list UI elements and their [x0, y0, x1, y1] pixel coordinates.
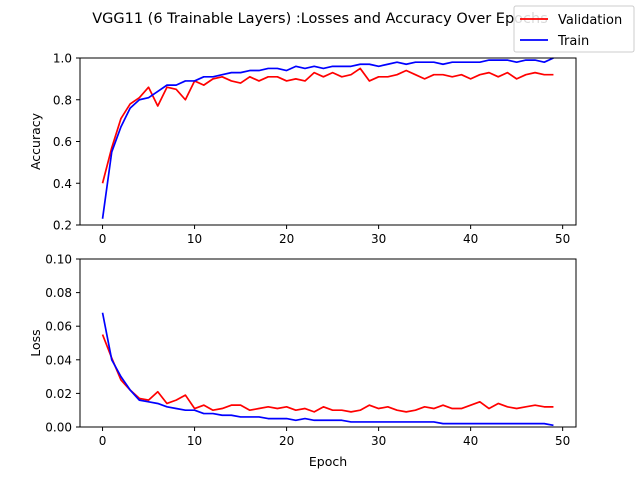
series-line-validation-0 — [101, 67, 554, 184]
y-tick-label: 1.0 — [53, 52, 72, 66]
y-tick-label: 0.8 — [53, 93, 72, 107]
subplot-loss: 0 10 20 30 40 50 0.00 0.02 0.04 0.06 0.08 0.10 Loss E… — [28, 253, 577, 469]
y-tick-label: 0.06 — [45, 320, 72, 334]
y-tick-label: 0.08 — [45, 286, 72, 300]
x-tick-label: 50 — [555, 434, 570, 448]
x-tick-label: 40 — [463, 434, 478, 448]
series-line-train-0 — [101, 57, 554, 219]
x-tick-label: 30 — [371, 434, 386, 448]
x-tick-label: 50 — [555, 232, 570, 246]
x-tick-label: 20 — [279, 434, 294, 448]
y-axis-label: Accuracy — [28, 112, 43, 170]
x-tick-label: 0 — [99, 232, 107, 246]
subplot-accuracy: 0 10 20 30 40 50 0.2 0.4 0.6 0.8 1.0 Accuracy — [28, 52, 577, 246]
y-tick-label: 0.04 — [45, 353, 72, 367]
x-tick-label: 40 — [463, 232, 478, 246]
x-axis-label: Epoch — [309, 454, 347, 469]
x-tick-label: 10 — [187, 232, 202, 246]
y-tick-label: 0.00 — [45, 421, 72, 435]
x-tick-label: 0 — [99, 434, 107, 448]
figure-title: VGG11 (6 Trainable Layers) :Losses and A… — [92, 11, 548, 27]
series-line-validation-1 — [101, 334, 554, 413]
series-line-train-1 — [101, 312, 554, 427]
x-tick-label: 30 — [371, 232, 386, 246]
y-tick-label: 0.2 — [53, 219, 72, 233]
y-tick-label: 0.6 — [53, 135, 72, 149]
y-tick-label: 0.10 — [45, 253, 72, 267]
axes-frame-0 — [79, 57, 577, 226]
x-tick-label: 20 — [279, 232, 294, 246]
y-tick-label: 0.02 — [45, 387, 72, 401]
x-tick-label: 10 — [187, 434, 202, 448]
legend: Validation Train — [513, 5, 635, 53]
legend-label-train: Train — [557, 34, 589, 49]
legend-label-validation: Validation — [558, 13, 622, 28]
axes-frame-1 — [79, 258, 577, 428]
y-tick-label: 0.4 — [53, 177, 72, 191]
y-axis-label: Loss — [28, 329, 43, 356]
